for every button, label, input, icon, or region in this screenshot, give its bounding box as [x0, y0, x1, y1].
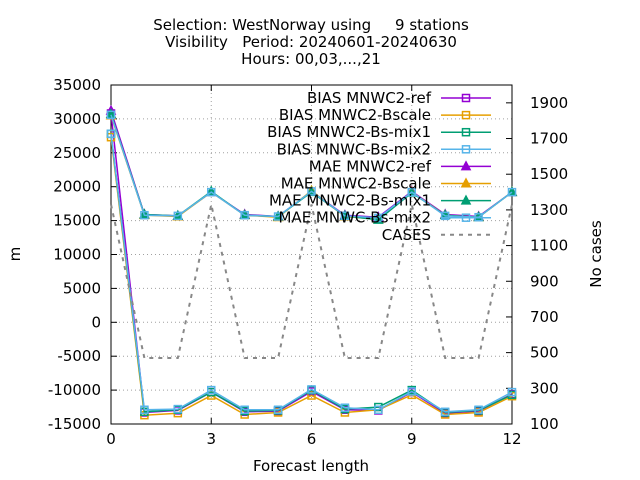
y2-tick-label: 100: [530, 415, 559, 433]
data-point: [407, 187, 416, 197]
y-tick-label: 10000: [53, 246, 101, 264]
y-tick-label: 20000: [53, 178, 101, 196]
data-point: [240, 405, 249, 415]
legend-label: MAE MNWC-Bs-mix2: [278, 209, 431, 227]
data-point: [106, 110, 116, 120]
legend-marker: [461, 93, 471, 103]
data-point: [307, 391, 316, 400]
legend-label: BIAS MNWC-Bs-mix2: [277, 140, 431, 158]
y2-tick-label: 500: [530, 344, 559, 362]
legend-marker: [460, 194, 472, 205]
legend-marker: [461, 127, 471, 137]
y-axis-ticks: -15000 -10000 -5000 0 5000 10000 15000 20000 250…: [48, 76, 117, 433]
series-line: [110, 204, 513, 359]
data-point: [440, 407, 450, 417]
data-point: [307, 187, 316, 196]
y2-tick-label: 1500: [530, 165, 568, 183]
legend-label: MAE MNWC2-Bs-mix1: [269, 192, 431, 210]
x-tick-label: 9: [407, 430, 417, 448]
legend-marker: [461, 110, 471, 120]
legend-marker: [460, 177, 472, 188]
series-mae-mnwc-bs-mix2: [106, 110, 517, 223]
data-point: [140, 405, 149, 415]
data-point: [340, 403, 350, 412]
legend-label: CASES: [382, 226, 431, 244]
legend-label: BIAS MNWC2-Bscale: [279, 106, 431, 124]
data-point: [173, 211, 183, 221]
x-axis-label: Forecast length: [253, 457, 369, 475]
y-tick-label: 35000: [53, 76, 101, 94]
data-point: [207, 385, 216, 395]
data-point: [273, 405, 283, 415]
series-line: [110, 133, 513, 413]
data-point: [273, 212, 283, 221]
y-tick-label: 5000: [63, 279, 101, 297]
legend-label: BIAS MNWC2-Bs-mix1: [267, 123, 431, 141]
y2-tick-label: 1700: [530, 130, 568, 148]
x-axis-ticks: 0 3 6 9 12: [106, 85, 522, 448]
data-point: [340, 211, 350, 221]
series-bias-mnwc-bs-mix2: [106, 129, 517, 417]
x-tick-label: 6: [307, 430, 317, 448]
data-point: [173, 404, 183, 414]
y2-axis-ticks: 100 300 500 700 900 1100 1300 1500 1700 1900: [506, 94, 568, 433]
x-tick-label: 0: [106, 430, 116, 448]
y2-axis-label: No cases: [587, 220, 605, 288]
y2-tick-label: 1100: [530, 237, 568, 255]
y-tick-label: -15000: [48, 415, 101, 433]
legend-label: MAE MNWC2-Bscale: [281, 175, 431, 193]
chart-title: Selection: WestNorway using 9 stationsVi…: [153, 16, 469, 68]
legend-label: BIAS MNWC2-ref: [307, 89, 432, 107]
data-point: [474, 405, 483, 415]
title-line: Visibility Period: 20240601-20240630: [165, 33, 457, 51]
y-tick-label: 0: [91, 313, 101, 331]
data-point: [440, 211, 450, 221]
data-point: [374, 405, 383, 415]
legend-label: MAE MNWC2-ref: [309, 157, 432, 175]
data-point: [374, 213, 383, 223]
data-point: [140, 210, 149, 220]
y2-tick-label: 300: [530, 379, 559, 397]
legend-marker: [461, 213, 471, 222]
data-series: [105, 104, 518, 420]
data-point: [307, 385, 316, 394]
title-line: Selection: WestNorway using 9 stations: [153, 16, 469, 34]
x-tick-label: 12: [502, 430, 521, 448]
y2-tick-label: 1900: [530, 94, 568, 112]
y-tick-label: 30000: [53, 110, 101, 128]
data-point: [240, 210, 249, 220]
y-tick-label: 15000: [53, 212, 101, 230]
y2-tick-label: 900: [530, 272, 559, 290]
y2-tick-label: 700: [530, 308, 559, 326]
y-tick-label: -10000: [48, 381, 101, 399]
legend-marker: [461, 145, 471, 154]
title-line: Hours: 00,03,...,21: [241, 50, 381, 68]
y2-tick-label: 1300: [530, 201, 568, 219]
data-point: [507, 187, 517, 197]
y-axis-label: m: [6, 247, 24, 262]
series-cases: [110, 204, 513, 359]
data-point: [507, 387, 517, 397]
data-point: [407, 387, 416, 396]
y-tick-label: 25000: [53, 144, 101, 162]
series-line: [110, 114, 513, 219]
legend-marker: [460, 160, 472, 171]
data-point: [106, 129, 116, 139]
y-tick-label: -5000: [57, 347, 101, 365]
x-tick-label: 3: [206, 430, 216, 448]
data-point: [207, 187, 216, 197]
